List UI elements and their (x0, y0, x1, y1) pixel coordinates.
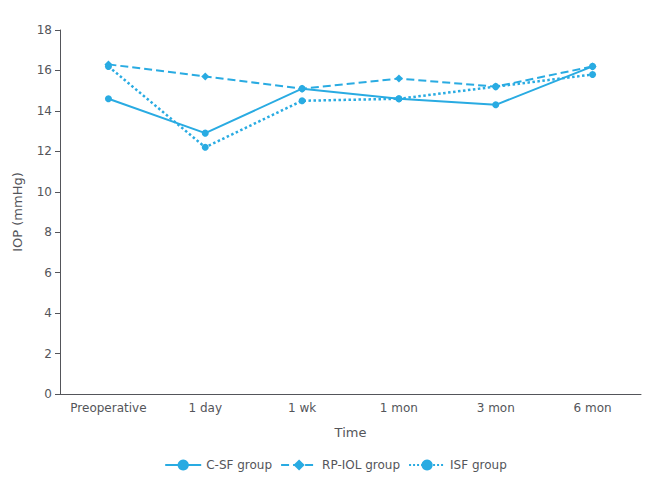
svg-text:0: 0 (44, 387, 52, 401)
svg-text:16: 16 (37, 63, 52, 77)
svg-text:4: 4 (44, 306, 52, 320)
svg-text:ISF group: ISF group (450, 458, 507, 472)
svg-text:Preoperative: Preoperative (70, 401, 146, 415)
svg-text:8: 8 (44, 225, 52, 239)
svg-text:6 mon: 6 mon (574, 401, 612, 415)
svg-text:RP-IOL group: RP-IOL group (322, 458, 400, 472)
svg-text:1 day: 1 day (188, 401, 222, 415)
svg-text:10: 10 (37, 185, 52, 199)
svg-text:IOP (mmHg): IOP (mmHg) (10, 172, 25, 252)
svg-text:1 wk: 1 wk (288, 401, 316, 415)
svg-text:12: 12 (37, 144, 52, 158)
svg-text:3 mon: 3 mon (477, 401, 515, 415)
svg-text:C-SF group: C-SF group (206, 458, 272, 472)
svg-text:1 mon: 1 mon (380, 401, 418, 415)
svg-text:18: 18 (37, 23, 52, 37)
svg-text:6: 6 (44, 266, 52, 280)
svg-text:Time: Time (334, 425, 367, 440)
svg-text:2: 2 (44, 347, 52, 361)
svg-text:14: 14 (37, 104, 52, 118)
